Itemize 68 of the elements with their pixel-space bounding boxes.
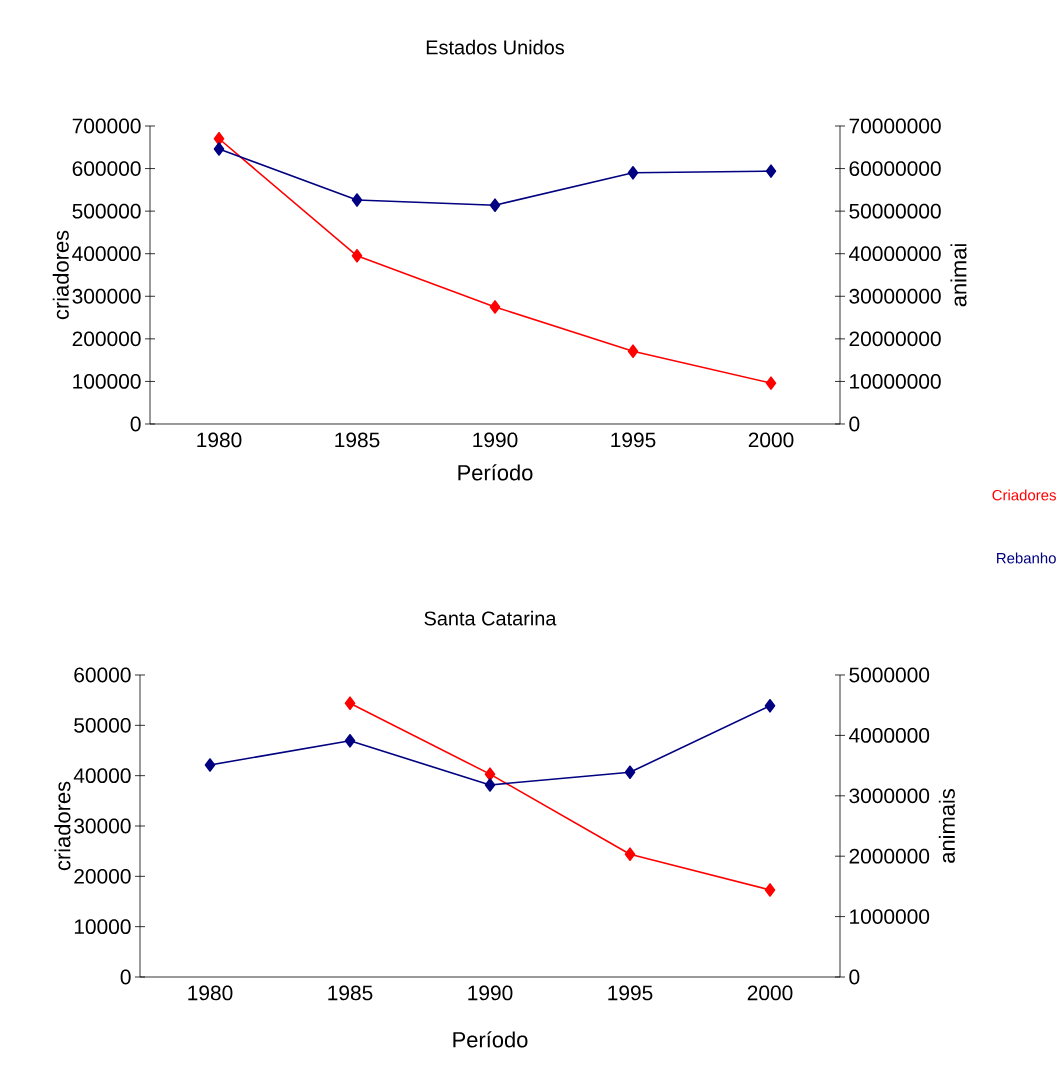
y2-tick-label: 3000000: [849, 788, 930, 804]
point: [213, 131, 225, 146]
y2-tick-label: 20000000: [849, 331, 941, 347]
y2-tick-label: 5000000: [849, 667, 930, 683]
y-tick-label: 30000: [74, 818, 131, 834]
y2-tick-label: 1000000: [850, 909, 930, 924]
y2-tick-label: 60000000: [849, 161, 941, 176]
y-tick-label: 200000: [72, 331, 141, 347]
text: Rebanho: [997, 552, 1056, 564]
y2-tick-label: 0: [849, 969, 860, 985]
y2-tick-label: 4000000: [849, 727, 930, 743]
x-tick-label: 2000: [747, 985, 793, 1001]
point: [344, 734, 356, 748]
y2-tick-label: 30000000: [849, 288, 941, 304]
y-tick-label: 700000: [72, 118, 141, 134]
point: [764, 699, 776, 713]
y-tick-label: 100000: [73, 374, 141, 389]
y-tick-label: 10000: [74, 919, 131, 935]
y-tick-label: 40000: [73, 768, 131, 784]
y2-axis-title: animai: [950, 244, 967, 307]
x-axis-title: Período: [453, 1031, 528, 1048]
y2-axis-title: animais: [938, 789, 955, 863]
point: [484, 767, 496, 781]
point: [765, 164, 777, 178]
x-tick-label: 1985: [335, 432, 380, 448]
y-tick-label: 60000: [74, 667, 131, 683]
y2-tick-label: 0: [849, 416, 860, 432]
point: [484, 778, 496, 792]
x-axis-title: Período: [458, 464, 533, 481]
y-tick-label: 500000: [72, 203, 141, 219]
y-tick-label: 20000: [74, 868, 131, 884]
y-tick-label: 300000: [72, 288, 141, 304]
text: Criadores: [992, 489, 1056, 501]
y2-tick-label: 2000000: [849, 848, 930, 864]
x-tick-label: 1990: [468, 985, 513, 1001]
point: [627, 166, 639, 180]
x-tick-label: 1995: [608, 985, 653, 1001]
point: [627, 344, 639, 358]
chart-title: Estados Unidos: [426, 39, 565, 55]
y2-tick-label: 50000000: [849, 203, 941, 219]
point: [765, 376, 777, 390]
y-axis-title: criadores: [52, 230, 69, 320]
x-tick-label: 1980: [188, 985, 233, 1001]
point: [351, 193, 363, 207]
y-tick-label: 0: [120, 969, 131, 985]
x-tick-label: 2000: [748, 432, 794, 448]
point: [764, 883, 776, 897]
y2-tick-label: 10000000: [850, 374, 941, 389]
point: [489, 198, 501, 212]
point: [351, 249, 363, 263]
y-tick-label: 0: [130, 416, 141, 432]
y2-tick-label: 40000000: [849, 246, 941, 262]
x-tick-label: 1995: [611, 432, 656, 448]
point: [624, 847, 636, 861]
point: [213, 142, 225, 156]
y-tick-label: 400000: [72, 246, 141, 262]
point: [624, 765, 636, 780]
x-tick-label: 1990: [473, 432, 518, 448]
x-tick-label: 1985: [328, 985, 373, 1001]
y-tick-label: 50000: [74, 717, 131, 733]
point: [204, 758, 216, 772]
y-tick-label: 600000: [72, 161, 141, 176]
x-tick-label: 1980: [197, 432, 242, 448]
y-axis-title: criadores: [54, 781, 71, 871]
point: [344, 696, 356, 710]
point: [489, 300, 501, 314]
chart-title: Santa Catarina: [424, 610, 557, 626]
y2-tick-label: 70000000: [849, 118, 941, 134]
